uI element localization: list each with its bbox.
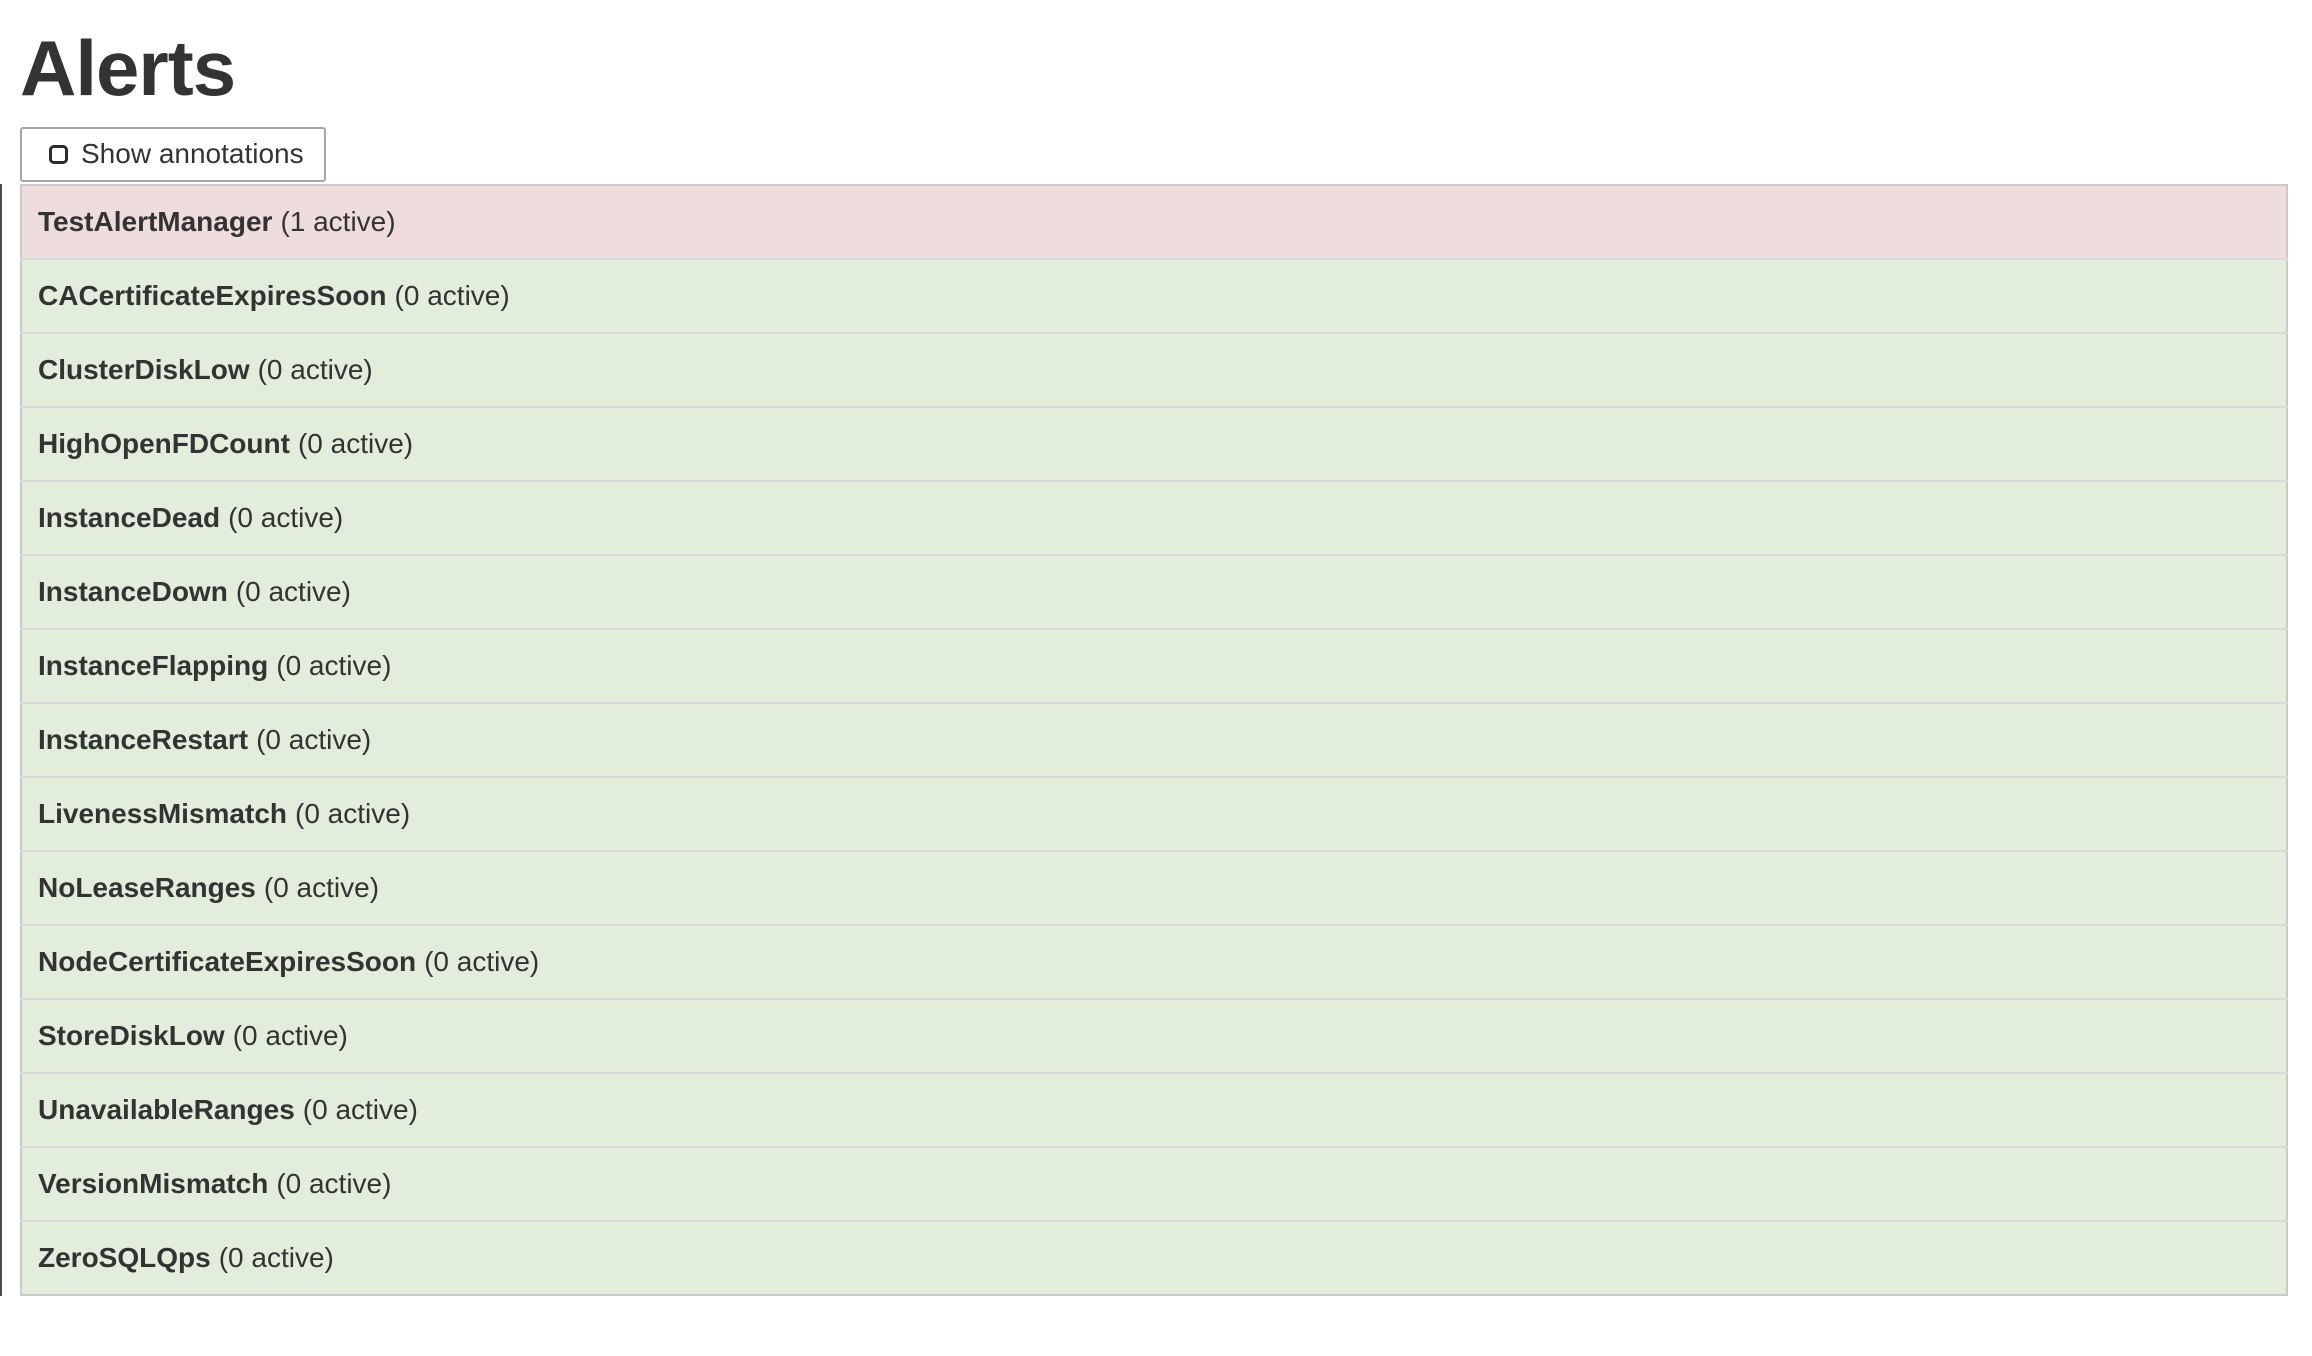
alert-row[interactable]: InstanceRestart (0 active) <box>21 701 2287 777</box>
alert-row-cell[interactable]: InstanceDown (0 active) <box>21 553 2287 629</box>
alert-row[interactable]: NoLeaseRanges (0 active) <box>21 849 2287 925</box>
alert-row[interactable]: StoreDiskLow (0 active) <box>21 997 2287 1073</box>
alert-active-count: (0 active) <box>232 1019 348 1051</box>
alert-row-cell[interactable]: StoreDiskLow (0 active) <box>21 997 2287 1073</box>
alert-row[interactable]: NodeCertificateExpiresSoon (0 active) <box>21 923 2287 999</box>
alert-row-cell[interactable]: NodeCertificateExpiresSoon (0 active) <box>21 923 2287 999</box>
alert-row[interactable]: ClusterDiskLow (0 active) <box>21 331 2287 407</box>
alert-name: NodeCertificateExpiresSoon <box>38 945 417 977</box>
alert-row[interactable]: TestAlertManager (1 active) <box>21 184 2287 259</box>
alert-row[interactable]: InstanceFlapping (0 active) <box>21 627 2287 703</box>
checkbox-unchecked-icon[interactable] <box>49 144 68 164</box>
alert-name: UnavailableRanges <box>38 1093 295 1125</box>
alert-active-count: (0 active) <box>297 427 414 459</box>
alert-active-count: (0 active) <box>256 723 372 755</box>
show-annotations-label: Show annotations <box>81 138 304 170</box>
alert-row[interactable]: InstanceDown (0 active) <box>21 553 2287 629</box>
alert-active-count: (0 active) <box>302 1093 418 1125</box>
alert-name: InstanceDead <box>38 501 221 533</box>
alert-active-count: (0 active) <box>228 501 344 533</box>
alert-name: NoLeaseRanges <box>38 871 256 903</box>
alert-name: TestAlertManager <box>38 205 273 237</box>
alert-row-cell[interactable]: ClusterDiskLow (0 active) <box>21 331 2287 407</box>
alert-name: InstanceFlapping <box>38 649 269 681</box>
alert-row[interactable]: UnavailableRanges (0 active) <box>21 1071 2287 1147</box>
alert-row-cell[interactable]: UnavailableRanges (0 active) <box>21 1071 2287 1147</box>
alerts-table-body: TestAlertManager (1 active) CACertificate… <box>21 184 2287 1295</box>
alert-row-cell[interactable]: VersionMismatch (0 active) <box>21 1145 2287 1221</box>
alert-active-count: (0 active) <box>263 871 380 903</box>
alerts-page: { "page": { "title": "Alerts" }, "toolba… <box>0 24 2312 1356</box>
alert-name: LivenessMismatch <box>38 797 287 829</box>
window-edge-line <box>0 184 2 1296</box>
alert-active-count: (0 active) <box>276 1167 392 1199</box>
alert-row-cell[interactable]: LivenessMismatch (0 active) <box>21 775 2287 851</box>
alerts-table: TestAlertManager (1 active) CACertificate… <box>20 183 2288 1296</box>
alert-row-cell[interactable]: CACertificateExpiresSoon (0 active) <box>21 257 2287 333</box>
alert-active-count: (0 active) <box>235 575 351 607</box>
alert-active-count: (0 active) <box>394 279 510 311</box>
alert-row[interactable]: LivenessMismatch (0 active) <box>21 775 2287 851</box>
alert-row[interactable]: CACertificateExpiresSoon (0 active) <box>21 257 2287 333</box>
alert-name: ZeroSQLQps <box>38 1241 211 1273</box>
alert-row[interactable]: HighOpenFDCount (0 active) <box>21 405 2287 481</box>
alert-name: StoreDiskLow <box>38 1019 225 1051</box>
alert-row[interactable]: VersionMismatch (0 active) <box>21 1145 2287 1221</box>
page-title: Alerts <box>20 24 236 112</box>
alert-row-cell[interactable]: NoLeaseRanges (0 active) <box>21 849 2287 925</box>
alert-name: VersionMismatch <box>38 1167 269 1199</box>
alert-row-cell[interactable]: ZeroSQLQps (0 active) <box>21 1219 2287 1295</box>
alert-active-count: (0 active) <box>276 649 392 681</box>
alert-row-cell[interactable]: HighOpenFDCount (0 active) <box>21 405 2287 481</box>
alert-name: InstanceRestart <box>38 723 249 755</box>
alert-active-count: (0 active) <box>218 1241 334 1273</box>
alert-row-cell[interactable]: InstanceFlapping (0 active) <box>21 627 2287 703</box>
alert-name: CACertificateExpiresSoon <box>38 279 387 311</box>
alert-name: HighOpenFDCount <box>38 427 290 459</box>
alert-active-count: (0 active) <box>257 353 373 385</box>
alert-name: InstanceDown <box>38 575 228 607</box>
alert-name: ClusterDiskLow <box>38 353 250 385</box>
alert-row[interactable]: InstanceDead (0 active) <box>21 479 2287 555</box>
alert-row[interactable]: ZeroSQLQps (0 active) <box>21 1219 2287 1295</box>
alert-row-cell[interactable]: TestAlertManager (1 active) <box>21 184 2287 259</box>
alert-row-cell[interactable]: InstanceDead (0 active) <box>21 479 2287 555</box>
alert-active-count: (0 active) <box>295 797 411 829</box>
alert-active-count: (0 active) <box>424 945 540 977</box>
alert-row-cell[interactable]: InstanceRestart (0 active) <box>21 701 2287 777</box>
alert-active-count: (1 active) <box>280 205 396 237</box>
show-annotations-button[interactable]: Show annotations <box>20 126 326 182</box>
